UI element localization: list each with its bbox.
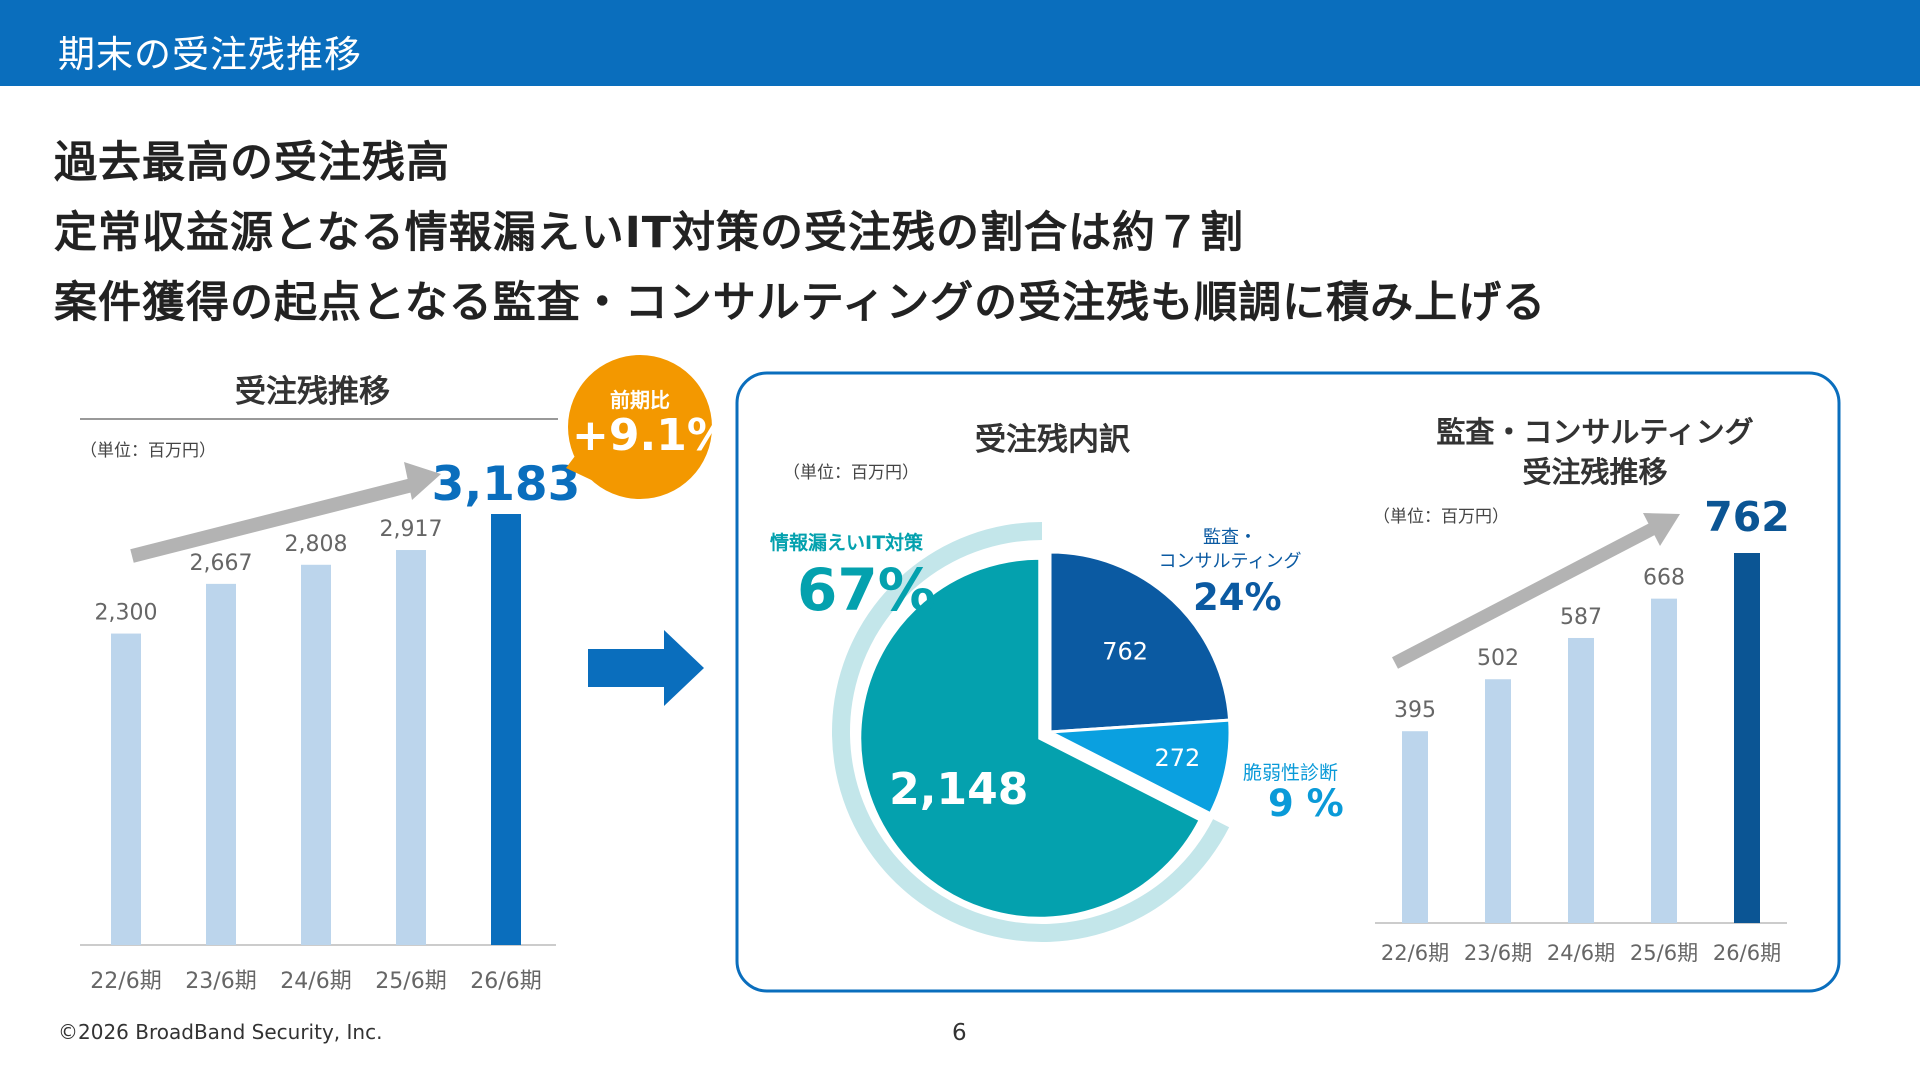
headline-1: 過去最高の受注残高 [54, 138, 450, 188]
right-chart-title: 監査・コンサルティング 受注残推移 [1436, 415, 1754, 489]
bar-value-label-left-4: 3,183 [432, 457, 581, 512]
yoy-badge-value: +9.1% [572, 410, 731, 461]
pie-value-label-0: 762 [1102, 638, 1148, 666]
bar-left-3 [396, 550, 426, 945]
headline-3: 案件獲得の起点となる監査・コンサルティングの受注残も順調に積み上げる [54, 278, 1547, 328]
page-title: 期末の受注残推移 [58, 33, 362, 76]
bar-right-0 [1402, 731, 1428, 923]
pie-label-it: 情報漏えいIT対策 [770, 532, 924, 554]
pie-chart-unit: （単位：百万円） [783, 463, 919, 483]
yoy-badge [566, 355, 712, 499]
bar-value-label-left-2: 2,808 [285, 532, 348, 557]
bar-value-label-right-1: 502 [1477, 646, 1519, 671]
bar-value-label-right-4: 762 [1704, 493, 1790, 541]
bar-value-label-right-2: 587 [1560, 605, 1602, 630]
right-trend-arrow-head [1643, 513, 1680, 546]
transition-arrow [588, 630, 704, 706]
left-bar-chart: 2,300 22/6期 2,667 23/6期 2,808 24/6期 2,917 25/6期… [80, 457, 580, 994]
bar-value-label-left-1: 2,667 [190, 551, 253, 576]
pie-chart-title: 受注残内訳 [975, 422, 1130, 458]
breakdown-pie-chart: 762 272 2,148 [832, 522, 1232, 943]
headline-2: 定常収益源となる情報漏えいIT対策の受注残の割合は約７割 [54, 208, 1245, 258]
bar-value-label-right-0: 395 [1394, 698, 1436, 723]
page-number: 6 [952, 1020, 967, 1046]
pie-percent-vuln: 9 % [1268, 782, 1344, 825]
right-chart-unit: （単位：百万円） [1373, 507, 1509, 527]
left-trend-arrow-shaft [130, 476, 422, 563]
bar-right-1 [1485, 679, 1511, 923]
header-bar: 期末の受注残推移 [0, 0, 1920, 86]
left-title-underline [80, 418, 558, 420]
category-label-left-0: 22/6期 [90, 969, 161, 994]
left-chart-unit: （単位：百万円） [80, 441, 216, 461]
category-label-left-3: 25/6期 [375, 969, 446, 994]
category-label-right-0: 22/6期 [1381, 941, 1449, 965]
bar-value-label-left-3: 2,917 [380, 517, 443, 542]
bar-left-2 [301, 564, 331, 945]
bar-value-label-right-3: 668 [1643, 566, 1685, 591]
left-trend-arrow-head [404, 462, 441, 500]
pie-percent-it: 67% [797, 556, 936, 624]
pie-slice-2 [858, 556, 1203, 920]
pie-label-audit: 監査・ コンサルティング [1158, 527, 1302, 572]
category-label-left-4: 26/6期 [470, 969, 541, 994]
copyright: ©2026 BroadBand Security, Inc. [58, 1020, 383, 1044]
category-label-left-2: 24/6期 [280, 969, 351, 994]
right-bar-chart: 395 22/6期 502 23/6期 587 24/6期 668 25/6期 762 26/6期 [1375, 493, 1790, 965]
breakdown-panel [735, 371, 1841, 993]
category-label-right-4: 26/6期 [1713, 941, 1781, 965]
category-label-right-2: 24/6期 [1547, 941, 1615, 965]
pie-label-vuln: 脆弱性診断 [1243, 762, 1339, 784]
pie-slice-0 [1048, 550, 1232, 734]
pie-value-label-1: 272 [1154, 744, 1200, 772]
category-label-right-1: 23/6期 [1464, 941, 1532, 965]
pie-value-label-2: 2,148 [889, 764, 1028, 815]
category-label-right-3: 25/6期 [1630, 941, 1698, 965]
yoy-badge-circle [568, 355, 712, 499]
bar-left-1 [206, 583, 236, 945]
bar-right-4 [1734, 553, 1760, 923]
category-label-left-1: 23/6期 [185, 969, 256, 994]
left-chart-title: 受注残推移 [235, 374, 390, 410]
bar-right-2 [1568, 637, 1594, 923]
pie-percent-audit: 24% [1193, 576, 1282, 619]
pie-slice-1 [1044, 718, 1232, 816]
bar-left-4 [491, 514, 521, 945]
bar-value-label-left-0: 2,300 [95, 601, 158, 626]
yoy-badge-label: 前期比 [610, 388, 670, 412]
right-trend-arrow-shaft [1391, 520, 1662, 669]
bar-right-3 [1651, 598, 1677, 923]
bar-left-0 [111, 633, 141, 945]
